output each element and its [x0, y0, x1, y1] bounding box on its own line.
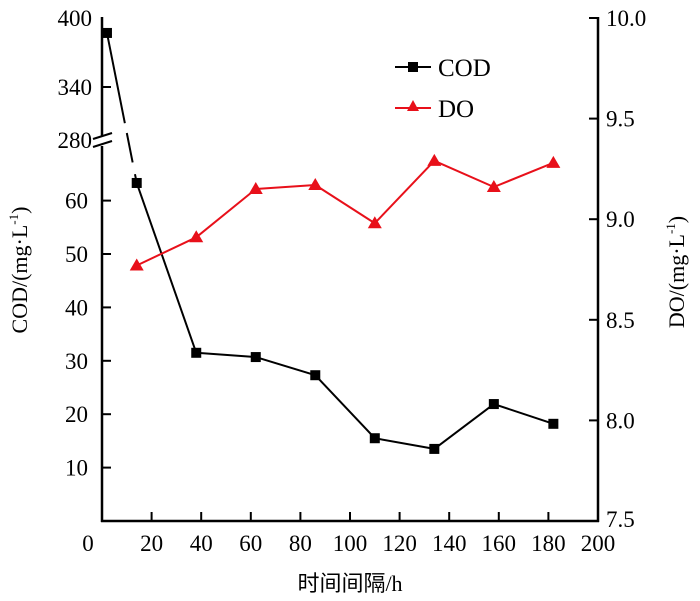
do-data-point	[129, 258, 144, 271]
left-y-tick-label: 50	[65, 242, 88, 267]
left-y-tick-label: 280	[58, 128, 93, 153]
x-axis-title: 时间间隔/h	[297, 571, 402, 596]
left-y-tick-label: 30	[65, 349, 88, 374]
right-y-tick-label: 8.5	[606, 308, 635, 333]
left-y-tick-label: 60	[65, 189, 88, 214]
legend: COD DO	[395, 55, 491, 123]
left-axis-title: COD/(mg·L-1)	[6, 207, 32, 334]
cod-data-point	[488, 399, 499, 410]
axes	[92, 17, 600, 523]
right-y-tick-label: 9.0	[606, 207, 635, 232]
right-axis-title-main: DO/(mg·L	[664, 234, 689, 328]
legend-triangle-marker-icon	[407, 100, 419, 111]
legend-item-do: DO	[395, 96, 474, 123]
do-line-segment	[374, 160, 436, 224]
do-line-segment	[136, 236, 197, 267]
x-ticks: 0 20 40 60 80 100 120 140 160 180 200	[82, 512, 615, 556]
left-y-tick-label: 10	[65, 456, 88, 481]
cod-line-segment	[105, 32, 138, 184]
cod-line-segment	[374, 437, 435, 450]
left-y-tick-label: 340	[58, 75, 93, 100]
series-markers	[101, 27, 561, 454]
legend-label-do: DO	[438, 96, 474, 123]
right-y-ticks: 7.5 8.0 8.5 9.0 9.5 10.0	[589, 6, 646, 532]
left-y-tick-label: 40	[65, 295, 88, 320]
do-data-point	[546, 155, 561, 168]
do-data-point	[308, 177, 323, 190]
cod-line-segment	[314, 374, 376, 439]
do-data-point	[427, 153, 442, 166]
cod-data-point	[131, 177, 142, 188]
x-tick-label: 140	[432, 531, 467, 556]
axis-break-mark	[92, 132, 113, 148]
do-data-point	[248, 182, 263, 195]
do-data-point	[189, 230, 204, 243]
cod-data-point	[101, 27, 112, 38]
cod-line-segment	[493, 403, 554, 425]
cod-data-point	[310, 370, 321, 381]
cod-line-segment	[433, 403, 495, 450]
right-y-tick-label: 8.0	[606, 408, 635, 433]
left-axis-title-sup: -1	[6, 214, 21, 225]
right-y-tick-label: 9.5	[606, 107, 635, 132]
x-tick-label: 120	[382, 531, 417, 556]
cod-data-point	[191, 347, 202, 358]
right-y-tick-label: 7.5	[606, 507, 635, 532]
right-axis-title-sup: -1	[663, 223, 678, 234]
do-line-segment	[314, 184, 376, 225]
legend-label-cod: COD	[438, 55, 491, 82]
x-tick-label: 20	[140, 531, 163, 556]
right-axis-title: DO/(mg·L-1)	[663, 216, 689, 328]
do-line-segment	[195, 188, 257, 239]
left-y-ticks: 10 20 30 40 50 60 280 340 400	[58, 6, 111, 481]
x-tick-label: 40	[190, 531, 213, 556]
do-data-point	[367, 216, 382, 229]
cod-line-segment	[255, 356, 316, 377]
cod-data-point	[369, 433, 380, 444]
cod-data-point	[250, 352, 261, 363]
cod-data-point	[548, 418, 559, 429]
cod-line-segment	[196, 351, 256, 359]
x-tick-label: 160	[482, 531, 517, 556]
series-lines	[105, 32, 554, 450]
legend-square-marker-icon	[408, 62, 418, 72]
x-tick-label: 80	[289, 531, 312, 556]
cod-data-point	[429, 443, 440, 454]
legend-item-cod: COD	[395, 55, 491, 82]
right-y-tick-label: 10.0	[606, 6, 646, 31]
left-y-tick-label: 400	[58, 6, 93, 31]
do-line-segment	[433, 159, 495, 188]
do-data-point	[486, 180, 501, 193]
do-line-segment	[255, 183, 316, 191]
left-y-tick-label: 20	[65, 402, 88, 427]
do-line-segment	[493, 161, 554, 188]
x-tick-label: 60	[239, 531, 262, 556]
cod-line-segment	[135, 182, 198, 354]
x-tick-label: 180	[531, 531, 566, 556]
left-axis-title-main: COD/(mg·L	[7, 225, 32, 334]
x-tick-label: 100	[333, 531, 368, 556]
x-tick-label: 0	[82, 531, 94, 556]
x-tick-label: 200	[581, 531, 616, 556]
